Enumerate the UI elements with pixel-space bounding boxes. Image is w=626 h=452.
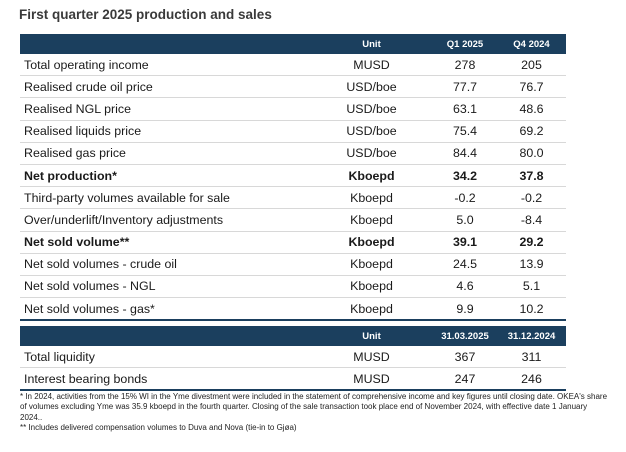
- table-row: Net sold volume** Kboepd 39.1 29.2: [20, 231, 566, 254]
- row-value-previous: 76.7: [497, 75, 566, 99]
- row-value-current: 75.4: [433, 120, 497, 143]
- row-unit: USD/boe: [310, 97, 433, 121]
- table-header-row: Unit 31.03.2025 31.12.2024: [20, 326, 566, 346]
- row-unit: Kboepd: [310, 208, 433, 232]
- row-value-previous: -0.2: [497, 186, 566, 210]
- table-row: Third-party volumes available for sale Kb…: [20, 186, 566, 210]
- header-q1-2025: Q1 2025: [433, 34, 497, 54]
- row-unit: Kboepd: [310, 186, 433, 210]
- row-unit: USD/boe: [310, 75, 433, 99]
- row-value-previous: 13.9: [497, 253, 566, 276]
- row-unit: MUSD: [310, 54, 433, 77]
- row-unit: MUSD: [310, 367, 433, 391]
- row-value-current: 24.5: [433, 253, 497, 276]
- row-unit: Kboepd: [310, 164, 433, 188]
- table-row: Realised liquids price USD/boe 75.4 69.2: [20, 120, 566, 143]
- row-unit: USD/boe: [310, 120, 433, 143]
- row-value-current: 247: [433, 367, 497, 391]
- header-date-2025: 31.03.2025: [433, 326, 497, 346]
- row-value-previous: 29.2: [497, 231, 566, 254]
- table-row: Realised NGL price USD/boe 63.1 48.6: [20, 97, 566, 121]
- table-row: Total liquidity MUSD 367 311: [20, 346, 566, 368]
- row-value-current: 77.7: [433, 75, 497, 99]
- row-value-current: 84.4: [433, 142, 497, 165]
- row-value-previous: 37.8: [497, 164, 566, 188]
- row-label: Net sold volumes - crude oil: [20, 253, 310, 276]
- row-unit: Kboepd: [310, 253, 433, 276]
- table-row: Total operating income MUSD 278 205: [20, 54, 566, 77]
- row-unit: MUSD: [310, 346, 433, 368]
- header-date-2024: 31.12.2024: [497, 326, 566, 346]
- row-value-current: 63.1: [433, 97, 497, 121]
- table-header-row: Unit Q1 2025 Q4 2024: [20, 34, 566, 54]
- row-unit: Kboepd: [310, 275, 433, 299]
- row-label: Realised NGL price: [20, 97, 310, 121]
- table-row: Realised gas price USD/boe 84.4 80.0: [20, 142, 566, 165]
- row-value-current: 4.6: [433, 275, 497, 299]
- row-label: Net sold volumes - gas*: [20, 297, 310, 322]
- row-label: Total liquidity: [20, 346, 310, 368]
- table-row: Net production* Kboepd 34.2 37.8: [20, 164, 566, 188]
- row-value-previous: 5.1: [497, 275, 566, 299]
- row-value-previous: -8.4: [497, 208, 566, 232]
- row-label: Net sold volume**: [20, 231, 310, 254]
- header-q4-2024: Q4 2024: [497, 34, 566, 54]
- row-label: Net sold volumes - NGL: [20, 275, 310, 299]
- table-row: Over/underlift/Inventory adjustments Kboe…: [20, 208, 566, 232]
- row-value-previous: 69.2: [497, 120, 566, 143]
- liquidity-table: Unit 31.03.2025 31.12.2024 Total liquidi…: [20, 326, 566, 391]
- row-value-previous: 246: [497, 367, 566, 391]
- footnote-yme: * In 2024, activities from the 15% WI in…: [20, 392, 608, 422]
- row-value-previous: 205: [497, 54, 566, 77]
- row-value-previous: 10.2: [497, 297, 566, 322]
- table-row: Realised crude oil price USD/boe 77.7 76.7: [20, 75, 566, 99]
- footnotes: * In 2024, activities from the 15% WI in…: [20, 392, 610, 434]
- row-value-current: 34.2: [433, 164, 497, 188]
- row-unit: USD/boe: [310, 142, 433, 165]
- row-value-current: 5.0: [433, 208, 497, 232]
- row-value-current: 9.9: [433, 297, 497, 322]
- row-unit: Kboepd: [310, 231, 433, 254]
- row-unit: Kboepd: [310, 297, 433, 322]
- table-row: Interest bearing bonds MUSD 247 246: [20, 367, 566, 391]
- row-label: Third-party volumes available for sale: [20, 186, 310, 210]
- footnote-compensation: ** Includes delivered compensation volum…: [20, 423, 297, 433]
- row-value-current: 367: [433, 346, 497, 368]
- row-value-previous: 311: [497, 346, 566, 368]
- row-label: Interest bearing bonds: [20, 367, 310, 391]
- header-unit: Unit: [310, 326, 433, 346]
- row-label: Realised crude oil price: [20, 75, 310, 99]
- page-title: First quarter 2025 production and sales: [19, 7, 272, 22]
- header-unit: Unit: [310, 34, 433, 54]
- row-label: Over/underlift/Inventory adjustments: [20, 208, 310, 232]
- row-value-current: 39.1: [433, 231, 497, 254]
- table-row: Net sold volumes - gas* Kboepd 9.9 10.2: [20, 297, 566, 322]
- row-value-previous: 48.6: [497, 97, 566, 121]
- table-row: Net sold volumes - NGL Kboepd 4.6 5.1: [20, 275, 566, 299]
- header-label: [20, 34, 310, 54]
- row-value-current: -0.2: [433, 186, 497, 210]
- row-label: Realised gas price: [20, 142, 310, 165]
- row-value-current: 278: [433, 54, 497, 77]
- production-sales-table: Unit Q1 2025 Q4 2024 Total operating inc…: [20, 34, 566, 322]
- row-value-previous: 80.0: [497, 142, 566, 165]
- header-label: [20, 326, 310, 346]
- row-label: Total operating income: [20, 54, 310, 77]
- table-row: Net sold volumes - crude oil Kboepd 24.5 13…: [20, 253, 566, 276]
- row-label: Realised liquids price: [20, 120, 310, 143]
- row-label: Net production*: [20, 164, 310, 188]
